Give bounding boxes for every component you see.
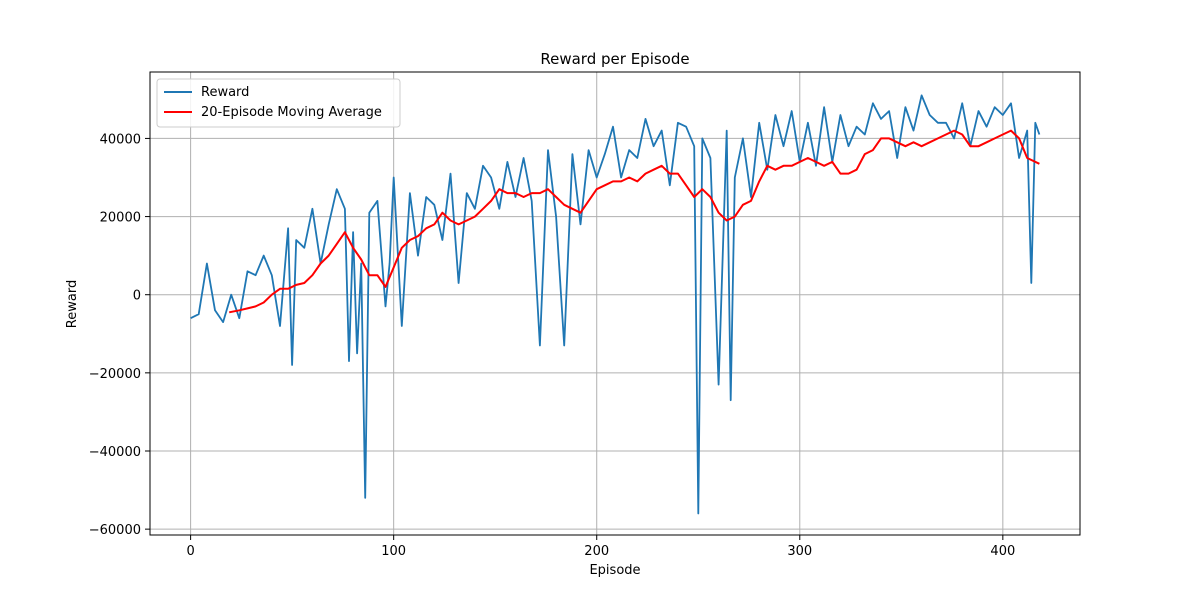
x-tick-label: 0	[186, 544, 194, 559]
x-tick-label: 300	[787, 544, 812, 559]
x-axis-label: Episode	[589, 563, 640, 578]
legend-box	[156, 78, 401, 128]
y-tick-label: 0	[133, 289, 141, 304]
y-axis: −60000 −40000 −20000 0 20000 40000	[89, 132, 150, 538]
chart-title: Reward per Episode	[540, 50, 689, 68]
x-tick-label: 100	[381, 544, 406, 559]
y-tick-label: 40000	[100, 132, 141, 147]
series-layer	[190, 94, 1041, 515]
x-tick-label: 400	[990, 544, 1015, 559]
y-tick-label: −20000	[89, 367, 141, 382]
series-line-moving-average	[229, 129, 1040, 314]
y-tick-label: −60000	[89, 523, 141, 538]
x-axis: 0 100 200 300 400	[186, 535, 1015, 559]
y-tick-label: 20000	[100, 211, 141, 226]
y-axis-label: Reward	[65, 280, 80, 328]
series-line-reward	[190, 94, 1041, 515]
legend-label-reward: Reward	[201, 85, 249, 100]
y-tick-label: −40000	[89, 445, 141, 460]
legend: Reward 20-Episode Moving Average	[156, 78, 401, 128]
x-tick-label: 200	[584, 544, 609, 559]
legend-label-moving-average: 20-Episode Moving Average	[201, 105, 382, 120]
plot-frame	[149, 71, 1081, 536]
